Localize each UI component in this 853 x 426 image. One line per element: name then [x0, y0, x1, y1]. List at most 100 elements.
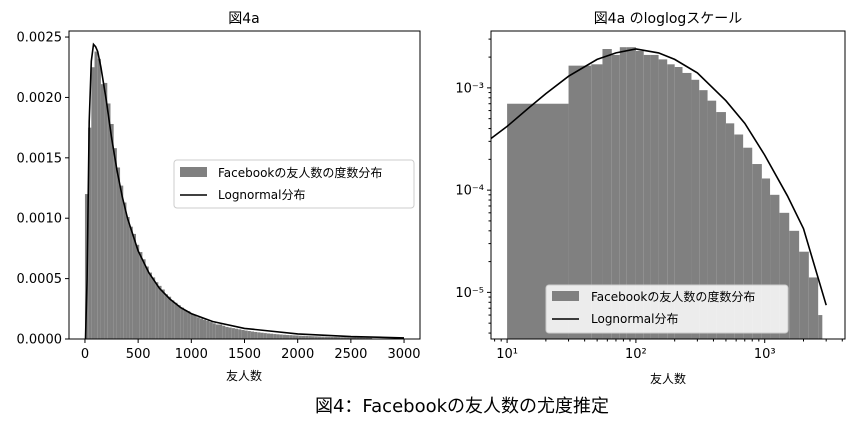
histogram-bar: [650, 54, 659, 339]
histogram-bar: [174, 302, 178, 339]
histogram-bar: [260, 332, 264, 339]
histogram-bar: [266, 333, 271, 339]
histogram-bar: [276, 334, 280, 339]
histogram-bar: [691, 79, 700, 339]
chart-left-legend: Facebookの友人数の度数分布 Lognormal分布: [173, 159, 415, 209]
x-tick-label: 10³: [754, 347, 776, 362]
histogram-bar: [100, 84, 105, 339]
histogram-bar: [716, 112, 726, 339]
histogram-bar: [308, 336, 312, 339]
histogram-bar: [215, 324, 219, 339]
histogram-bar: [368, 337, 373, 339]
histogram-bar: [263, 333, 267, 339]
histogram-bar: [743, 147, 753, 339]
histogram-bar: [305, 335, 309, 339]
histogram-bar: [356, 337, 360, 339]
histogram-bar: [635, 50, 644, 339]
histogram-bar: [273, 334, 277, 339]
histogram-bar: [279, 334, 283, 339]
x-tick-label: 0: [81, 347, 89, 362]
histogram-bar: [203, 319, 207, 339]
histogram-bar: [116, 167, 121, 339]
histogram-bar: [139, 252, 143, 339]
histogram-bar: [591, 64, 603, 339]
x-tick-label: 3000: [387, 347, 420, 362]
chart-right: 図4a のloglogスケール 10¹ 10² 10³ 10⁻⁵ 10⁻⁴ 10⁻³ 友…: [455, 11, 846, 386]
histogram-bar: [321, 336, 325, 339]
histogram-bar: [161, 289, 165, 339]
histogram-bar: [324, 336, 328, 339]
histogram-bar: [359, 337, 363, 339]
histogram-bar: [180, 307, 184, 339]
histogram-bar: [602, 49, 612, 339]
histogram-bar: [752, 164, 762, 339]
histogram-bar: [225, 326, 229, 339]
histogram-bar: [231, 328, 235, 339]
histogram-bar: [88, 127, 92, 340]
chart-right-xlabel: 友人数: [650, 371, 686, 386]
chart-left-y-ticks: 0.0000 0.0005 0.0010 0.0015 0.0020 0.0025: [17, 31, 69, 348]
histogram-bar: [349, 337, 353, 339]
legend-line-label: Lognormal分布: [218, 188, 305, 202]
histogram-bar: [250, 331, 255, 339]
histogram-bar: [234, 328, 239, 339]
histogram-bar: [145, 266, 149, 339]
histogram-bar: [333, 336, 338, 339]
histogram-bar: [298, 335, 302, 339]
histogram-bar: [110, 124, 114, 339]
y-tick-label: 0.0020: [17, 91, 63, 106]
chart-left: 図4a 0 500 1000 1500 2000 2500 3000 0.00000.000…: [17, 11, 421, 383]
x-tick-label: 1000: [175, 347, 208, 362]
histogram-bar: [190, 313, 194, 339]
y-tick-label: 0.0025: [17, 31, 63, 46]
histogram-bar: [270, 333, 274, 339]
histogram-bar: [94, 51, 98, 340]
legend-bar-swatch: [552, 291, 579, 301]
histogram-bar: [151, 277, 156, 339]
histogram-bar: [247, 331, 251, 339]
histogram-bar: [254, 331, 258, 339]
histogram-bar: [206, 320, 210, 339]
histogram-bar: [818, 315, 823, 339]
histogram-bar: [643, 54, 651, 339]
legend-bar-label: Facebookの友人数の度数分布: [591, 289, 755, 304]
histogram-bar: [330, 336, 334, 339]
y-tick-label: 10⁻⁵: [455, 286, 484, 301]
histogram-bar: [104, 82, 108, 339]
histogram-bar: [362, 337, 366, 339]
histogram-bar: [340, 337, 344, 339]
chart-right-title: 図4a のloglogスケール: [594, 11, 743, 27]
histogram-bar: [725, 123, 735, 339]
histogram-bar: [136, 244, 140, 339]
histogram-bar: [667, 64, 675, 339]
legend-box: [545, 284, 789, 334]
chart-right-x-ticks: 10¹ 10² 10³: [494, 339, 843, 362]
y-tick-label: 0.0015: [17, 151, 63, 166]
chart-left-title: 図4a: [228, 11, 260, 27]
histogram-bar: [327, 336, 331, 339]
histogram-bar: [365, 337, 369, 339]
histogram-bar: [317, 336, 322, 339]
legend-bar-label: Facebookの友人数の度数分布: [218, 165, 382, 180]
legend-line-label: Lognormal分布: [591, 312, 678, 326]
histogram-bar: [568, 65, 592, 339]
histogram-bar: [218, 324, 223, 339]
histogram-bar: [164, 294, 168, 339]
histogram-bar: [177, 305, 181, 339]
chart-right-y-ticks: 10⁻⁵ 10⁻⁴ 10⁻³: [455, 38, 491, 334]
histogram-bar: [97, 58, 101, 339]
histogram-bar: [789, 230, 800, 339]
histogram-bar: [282, 334, 286, 339]
histogram-bar: [199, 318, 204, 339]
histogram-bar: [158, 285, 162, 339]
chart-right-bars: [507, 47, 823, 340]
y-tick-label: 10⁻⁴: [455, 184, 484, 199]
chart-right-lognormal-line: [490, 48, 827, 306]
histogram-bar: [129, 226, 133, 339]
chart-right-legend: Facebookの友人数の度数分布 Lognormal分布: [545, 284, 789, 334]
histogram-bar: [674, 67, 683, 339]
histogram-bar: [761, 178, 771, 339]
histogram-bar: [770, 194, 780, 339]
histogram-bar: [126, 217, 130, 339]
